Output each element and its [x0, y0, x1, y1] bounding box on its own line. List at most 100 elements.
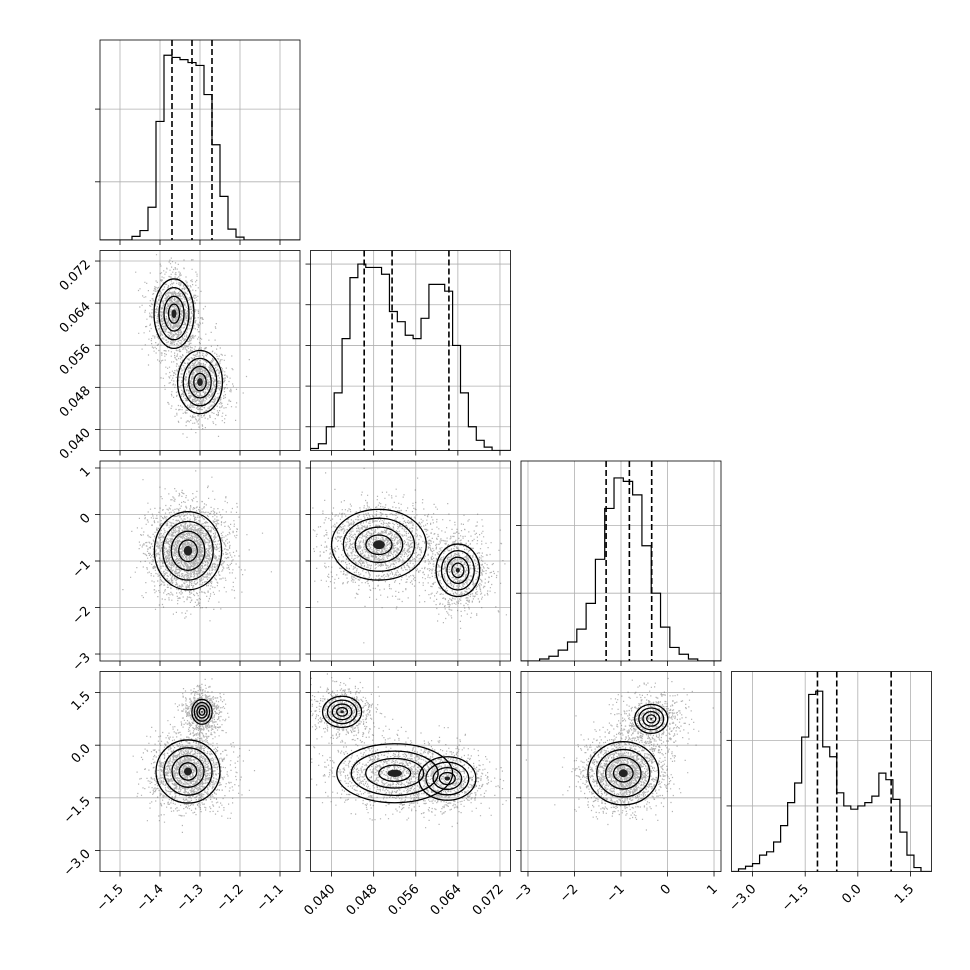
density-layer [525, 677, 721, 831]
density-peak-1 [197, 378, 203, 387]
x-tick-label-1-2: 0.056 [386, 882, 423, 919]
scatter-points [310, 673, 507, 829]
panel-frame [520, 460, 722, 662]
density-layer [122, 470, 272, 622]
y-tick-label-3-1: −1.5 [61, 794, 94, 827]
scatter-points [122, 470, 272, 622]
contour-2-1 [196, 704, 208, 719]
scatter-panel-3-1: 0.040 0.048 0.056 0.064 0.072 [301, 671, 511, 919]
histogram-step-3 [731, 690, 932, 872]
y-tick-label-2-4: 1 [77, 464, 93, 480]
x-tick-label-2-3: 0 [658, 882, 674, 898]
contour-2-1 [432, 766, 463, 791]
contour-3-0 [178, 762, 198, 781]
contour-2-2 [331, 703, 353, 721]
contour-1-2 [326, 699, 358, 725]
scatter-panel-1-0: 0.040 0.048 0.056 0.064 0.072 [57, 250, 301, 463]
density-peak-2 [340, 710, 344, 714]
density-peak-0 [373, 540, 385, 550]
contour-0-1 [435, 543, 481, 598]
y-tick-label-2-1: −2 [70, 604, 94, 628]
y-tick-label-1-4: 0.072 [57, 257, 94, 294]
contour-1-0 [163, 747, 213, 796]
contour-0-1 [191, 698, 213, 725]
histogram-panel-2 [516, 460, 722, 666]
panel-frame [310, 671, 511, 872]
contour-3-1 [451, 562, 465, 579]
density-layer [310, 467, 507, 644]
x-tick-label-2-1: −2 [557, 882, 581, 906]
y-tick-label-1-1: 0.048 [57, 384, 94, 421]
contour-2-1 [446, 556, 470, 585]
contour-3-0 [612, 763, 634, 783]
scatter-points [310, 467, 507, 644]
density-peak-0 [618, 769, 628, 778]
contour-1-1 [425, 761, 470, 796]
scatter-points [135, 254, 250, 438]
density-layer [132, 678, 256, 833]
contour-3-1 [193, 372, 207, 392]
contour-2-1 [642, 710, 661, 727]
x-tick-label-3-1: −1.5 [779, 882, 812, 915]
contour-1-1 [440, 549, 475, 591]
contour-2-1 [188, 365, 212, 399]
contour-0-0 [153, 278, 195, 350]
x-tick-label-2-4: 1 [704, 882, 720, 898]
contour-3-0 [178, 539, 198, 563]
x-tick-label-2-2: −1 [604, 882, 628, 906]
x-tick-label-3-0: −3.0 [726, 882, 759, 915]
histogram-step-2 [521, 477, 721, 661]
contour-0-0 [153, 511, 223, 591]
y-tick-label-3-0: −3.0 [61, 847, 94, 880]
scatter-points [525, 677, 721, 831]
y-tick-label-3-2: 0.0 [69, 741, 94, 766]
scatter-panel-3-0: −3.0−1.50.01.5−1.5 −1.4 −1.3 −1.2 −1.1 [61, 671, 301, 915]
scatter-panel-3-2: −3 −2 −1 0 1 [511, 671, 722, 906]
y-tick-label-1-0: 0.040 [57, 426, 94, 463]
x-tick-label-0-2: −1.3 [174, 882, 207, 915]
contour-0-1 [418, 756, 477, 801]
contour-2-0 [365, 757, 425, 789]
x-tick-label-0-3: −1.2 [214, 882, 247, 915]
histogram-panel-3: −3.0 −1.5 0.0 1.5 [726, 671, 932, 915]
x-tick-label-1-1: 0.048 [344, 882, 381, 919]
y-tick-label-2-3: 0 [77, 511, 93, 527]
panel-frame [310, 460, 511, 662]
scatter-points [132, 678, 256, 833]
x-tick-label-3-3: 1.5 [892, 882, 917, 907]
density-peak-1 [650, 717, 653, 720]
histogram-step-1 [310, 263, 511, 451]
contour-1-0 [342, 517, 416, 572]
contour-0-1 [176, 349, 224, 415]
contour-1-0 [158, 286, 190, 341]
y-tick-label-2-2: −1 [70, 557, 94, 581]
contour-2-0 [605, 756, 642, 790]
x-tick-label-1-4: 0.072 [470, 882, 507, 919]
x-tick-label-1-3: 0.064 [428, 882, 465, 919]
contour-2-0 [171, 755, 205, 788]
y-tick-label-1-2: 0.056 [57, 341, 94, 378]
x-tick-label-2-0: −3 [511, 882, 535, 906]
density-layer [135, 254, 250, 438]
panel-frame [731, 671, 932, 872]
density-layer [310, 673, 507, 829]
contour-2-0 [354, 526, 404, 564]
histogram-panel-1 [305, 250, 511, 456]
density-peak-0 [183, 545, 193, 556]
contour-3-1 [438, 771, 456, 786]
contour-3-1 [646, 714, 657, 724]
density-peak-0 [171, 309, 177, 318]
density-peak-1 [201, 710, 203, 713]
scatter-panel-2-1 [305, 460, 511, 666]
contour-0-0 [330, 508, 427, 581]
contour-3-0 [378, 764, 412, 783]
density-peak-1 [455, 567, 460, 573]
contour-1-1 [193, 701, 211, 722]
contour-0-1 [634, 703, 669, 735]
contour-3-0 [365, 534, 393, 556]
histogram-step-0 [100, 54, 300, 240]
density-peak-1 [444, 776, 451, 781]
density-peak-0 [387, 769, 402, 777]
contour-0-0 [155, 739, 221, 804]
